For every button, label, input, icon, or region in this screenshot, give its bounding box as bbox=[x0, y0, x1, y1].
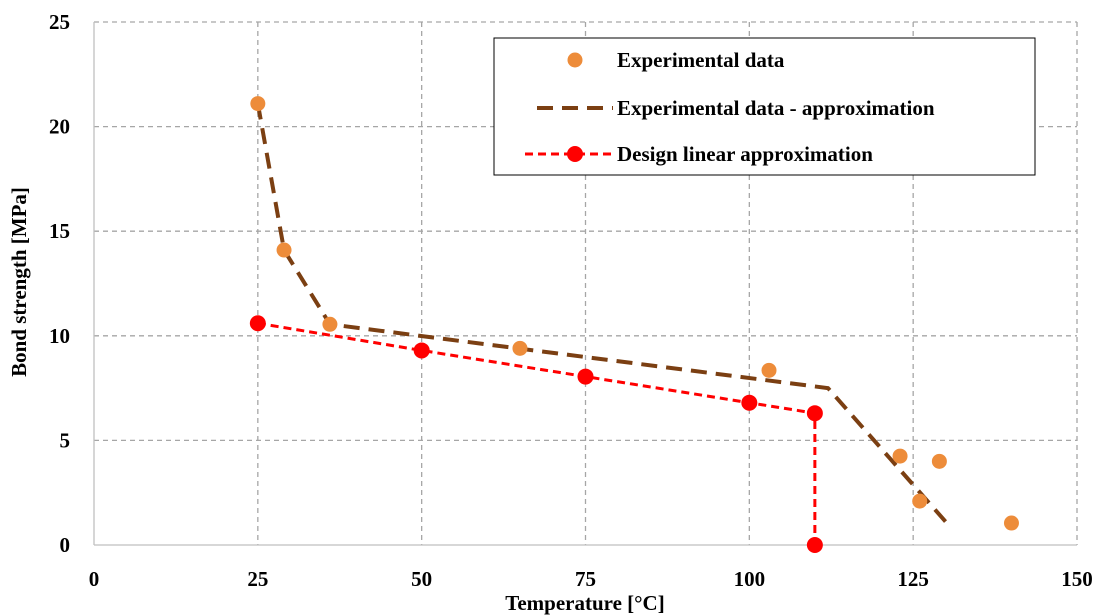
experimental-point bbox=[512, 340, 528, 356]
experimental-point bbox=[250, 96, 266, 112]
series bbox=[249, 96, 1019, 553]
x-axis-label: Temperature [°C] bbox=[505, 591, 664, 615]
y-tick-label: 5 bbox=[60, 428, 71, 452]
tick-labels: 0 25 50 75 100 125 150 0 5 10 15 20 25 bbox=[49, 10, 1093, 591]
legend-marker-design bbox=[567, 146, 583, 162]
x-tick-label: 0 bbox=[89, 567, 100, 591]
y-tick-label: 15 bbox=[49, 219, 70, 243]
y-tick-label: 0 bbox=[60, 533, 71, 557]
design-point bbox=[741, 394, 758, 411]
x-tick-label: 125 bbox=[897, 567, 929, 591]
x-tick-label: 50 bbox=[411, 567, 432, 591]
design-point bbox=[577, 368, 594, 385]
design-point bbox=[413, 342, 430, 359]
legend: Experimental data Experimental data - app… bbox=[493, 37, 1036, 176]
x-tick-label: 150 bbox=[1061, 567, 1093, 591]
experimental-point bbox=[1003, 515, 1019, 531]
experimental-point bbox=[931, 453, 947, 469]
experimental-point bbox=[892, 448, 908, 464]
legend-marker-experimental bbox=[567, 52, 583, 68]
legend-label-approximation: Experimental data - approximation bbox=[617, 96, 935, 120]
y-tick-label: 20 bbox=[49, 115, 70, 139]
x-tick-label: 25 bbox=[247, 567, 268, 591]
experimental-point bbox=[761, 362, 777, 378]
x-tick-label: 100 bbox=[734, 567, 766, 591]
experimental-point bbox=[912, 493, 928, 509]
design-point bbox=[249, 315, 266, 332]
design-point bbox=[806, 537, 823, 553]
y-tick-label: 25 bbox=[49, 10, 70, 34]
x-tick-label: 75 bbox=[575, 567, 596, 591]
design-point bbox=[806, 405, 823, 422]
experimental-point bbox=[276, 242, 292, 258]
legend-label-experimental: Experimental data bbox=[617, 48, 785, 72]
experimental-point bbox=[322, 316, 338, 332]
axes bbox=[93, 22, 1077, 546]
design-line bbox=[257, 321, 817, 545]
legend-label-design: Design linear approximation bbox=[617, 142, 873, 166]
y-tick-label: 10 bbox=[49, 324, 70, 348]
legend-box bbox=[493, 37, 1036, 176]
y-axis-label: Bond strength [MPa] bbox=[7, 187, 31, 377]
